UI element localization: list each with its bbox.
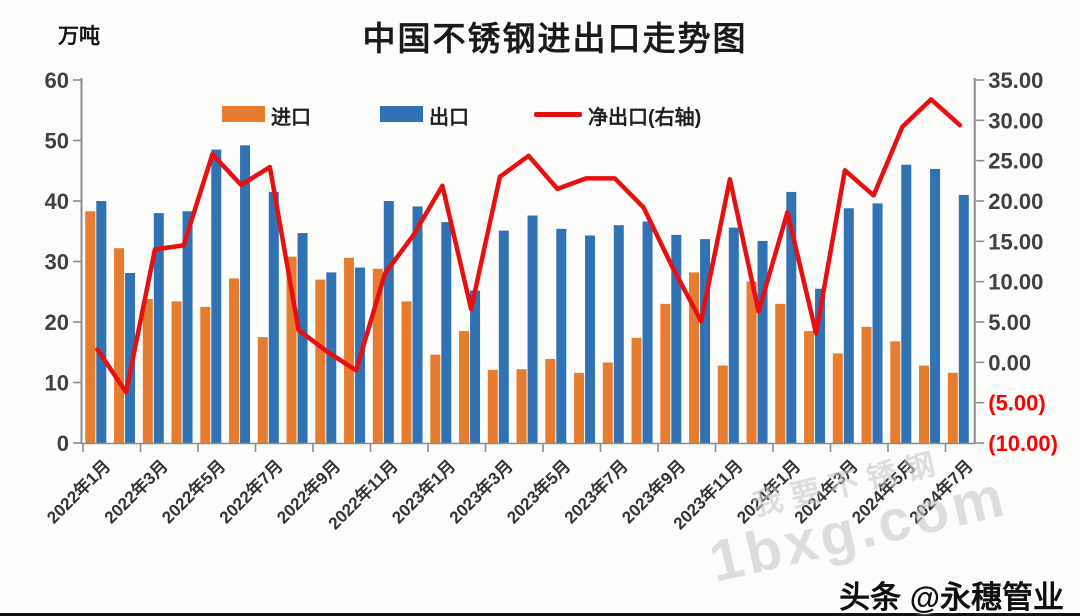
import-bar (689, 272, 700, 443)
import-bar (746, 281, 757, 443)
secondary-y-axis-tick-label: 25.00 (988, 149, 1043, 174)
legend-import-label: 进口 (271, 107, 311, 129)
export-bar (125, 272, 136, 443)
secondary-y-axis-tick-label: (5.00) (988, 391, 1045, 416)
export-bar (383, 201, 394, 443)
export-bar (441, 222, 452, 443)
export-bar (613, 225, 624, 443)
import-bar (631, 337, 642, 443)
import-bar (257, 337, 268, 443)
import-bar (717, 365, 728, 443)
secondary-y-axis-tick-label: 30.00 (988, 108, 1043, 133)
import-bar (142, 299, 153, 443)
export-bar (642, 221, 653, 443)
import-bar (171, 301, 182, 443)
export-bar (901, 164, 912, 443)
chart-title: 中国不锈钢进出口走势图 (362, 22, 748, 58)
export-bar (527, 215, 538, 443)
legend-export-swatch (380, 106, 423, 122)
import-bar (545, 358, 556, 443)
export-bar (153, 213, 164, 443)
import-bar (861, 326, 872, 443)
legend-import-swatch (222, 106, 265, 122)
import-bar (947, 372, 958, 443)
export-bar (872, 203, 883, 443)
y-axis-unit-label: 万吨 (58, 25, 100, 48)
import-bar (775, 303, 786, 443)
export-bar (728, 227, 739, 443)
export-bar (297, 233, 308, 443)
secondary-y-axis-tick-label: 0.00 (988, 350, 1031, 375)
export-bar (585, 235, 596, 443)
y-axis-tick-label: 0 (57, 431, 69, 456)
legend-export-label: 出口 (429, 107, 469, 129)
import-bar (459, 331, 470, 443)
secondary-y-axis-tick-label: 5.00 (988, 310, 1031, 335)
import-bar (574, 372, 585, 443)
export-bar (96, 201, 107, 443)
import-bar (660, 303, 671, 443)
import-bar (516, 369, 527, 443)
import-bar (315, 279, 326, 443)
bottom-border-line (0, 613, 1080, 616)
export-bar (326, 272, 337, 443)
import-bar (200, 306, 211, 443)
import-bar (430, 354, 441, 443)
secondary-y-axis-tick-label: (10.00) (988, 431, 1058, 456)
import-bar (85, 211, 96, 443)
import-bar (832, 353, 843, 443)
export-bar (211, 149, 222, 443)
export-bar (498, 230, 509, 443)
export-bar (470, 290, 481, 443)
export-bar (700, 239, 711, 443)
export-bar (556, 228, 567, 443)
y-axis-tick-label: 40 (45, 189, 69, 214)
export-bar (268, 191, 279, 443)
secondary-y-axis-tick-label: 35.00 (988, 68, 1043, 93)
y-axis-tick-label: 20 (45, 310, 69, 335)
export-bar (240, 145, 251, 443)
import-bar (286, 256, 297, 443)
export-bar (815, 288, 826, 443)
import-bar (487, 369, 498, 443)
y-axis-tick-label: 50 (45, 129, 69, 154)
import-bar (114, 248, 125, 443)
export-bar (958, 194, 969, 443)
export-bar (757, 240, 768, 443)
legend-net-export-line-swatch (534, 112, 582, 117)
y-axis-tick-label: 60 (45, 68, 69, 93)
secondary-y-axis-tick-label: 20.00 (988, 189, 1043, 214)
import-bar (229, 278, 240, 443)
y-axis-tick-label: 30 (45, 250, 69, 275)
import-bar (602, 362, 613, 443)
byline-stamp: 头条 @永穗管业 (839, 580, 1064, 615)
secondary-y-axis-tick-label: 15.00 (988, 229, 1043, 254)
y-axis-tick-label: 10 (45, 371, 69, 396)
import-bar (890, 341, 901, 443)
export-bar (786, 191, 797, 443)
import-bar (804, 331, 815, 443)
net-export-line (95, 97, 963, 395)
import-bar (401, 301, 412, 443)
secondary-y-axis-tick-label: 10.00 (988, 270, 1043, 295)
import-bar (919, 365, 930, 443)
import-bar (372, 268, 383, 443)
export-bar (671, 234, 682, 443)
export-bar (182, 211, 193, 443)
legend-net-export-label: 净出口(右轴) (588, 107, 702, 129)
export-bar (412, 206, 423, 443)
export-bar (843, 208, 854, 443)
import-bar (344, 257, 355, 443)
export-bar (930, 168, 941, 443)
